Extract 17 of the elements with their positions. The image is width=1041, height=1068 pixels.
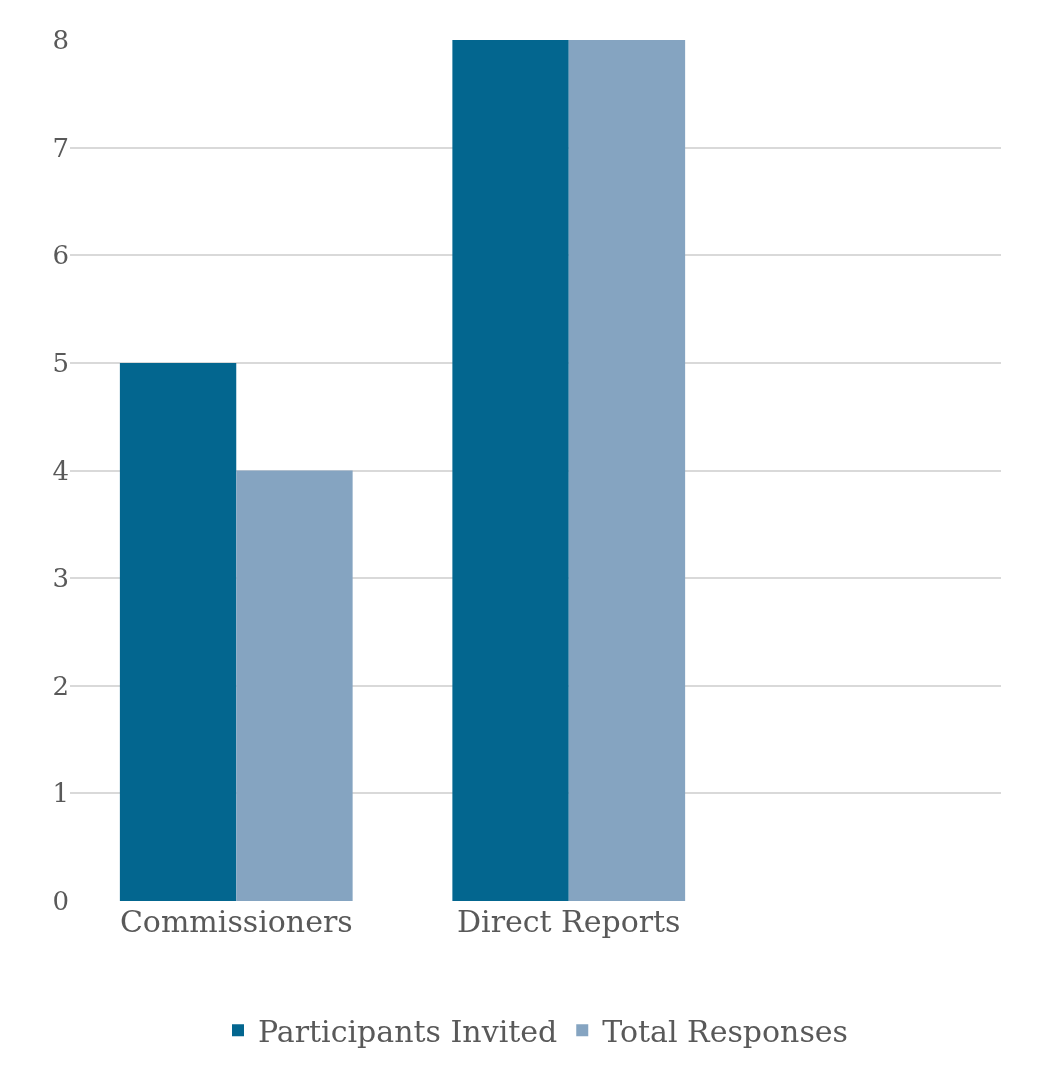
y-tick-label: 7 bbox=[52, 132, 69, 163]
bar bbox=[452, 40, 569, 901]
legend-label: Total Responses bbox=[602, 1014, 848, 1050]
y-tick-label: 3 bbox=[52, 563, 69, 594]
bar bbox=[119, 362, 237, 901]
y-tick-label: 5 bbox=[52, 347, 69, 378]
bar bbox=[236, 470, 353, 901]
y-tick-label: 1 bbox=[52, 778, 69, 809]
y-tick-label: 4 bbox=[52, 455, 69, 486]
legend-label: Participants Invited bbox=[258, 1014, 558, 1050]
y-tick-label: 2 bbox=[52, 670, 69, 701]
y-tick-label: 0 bbox=[52, 886, 69, 917]
x-tick-label: Commissioners bbox=[119, 904, 353, 939]
x-tick-label: Direct Reports bbox=[456, 904, 681, 939]
y-tick-label: 8 bbox=[52, 25, 69, 56]
bar bbox=[568, 40, 686, 901]
y-tick-label: 6 bbox=[52, 240, 69, 271]
